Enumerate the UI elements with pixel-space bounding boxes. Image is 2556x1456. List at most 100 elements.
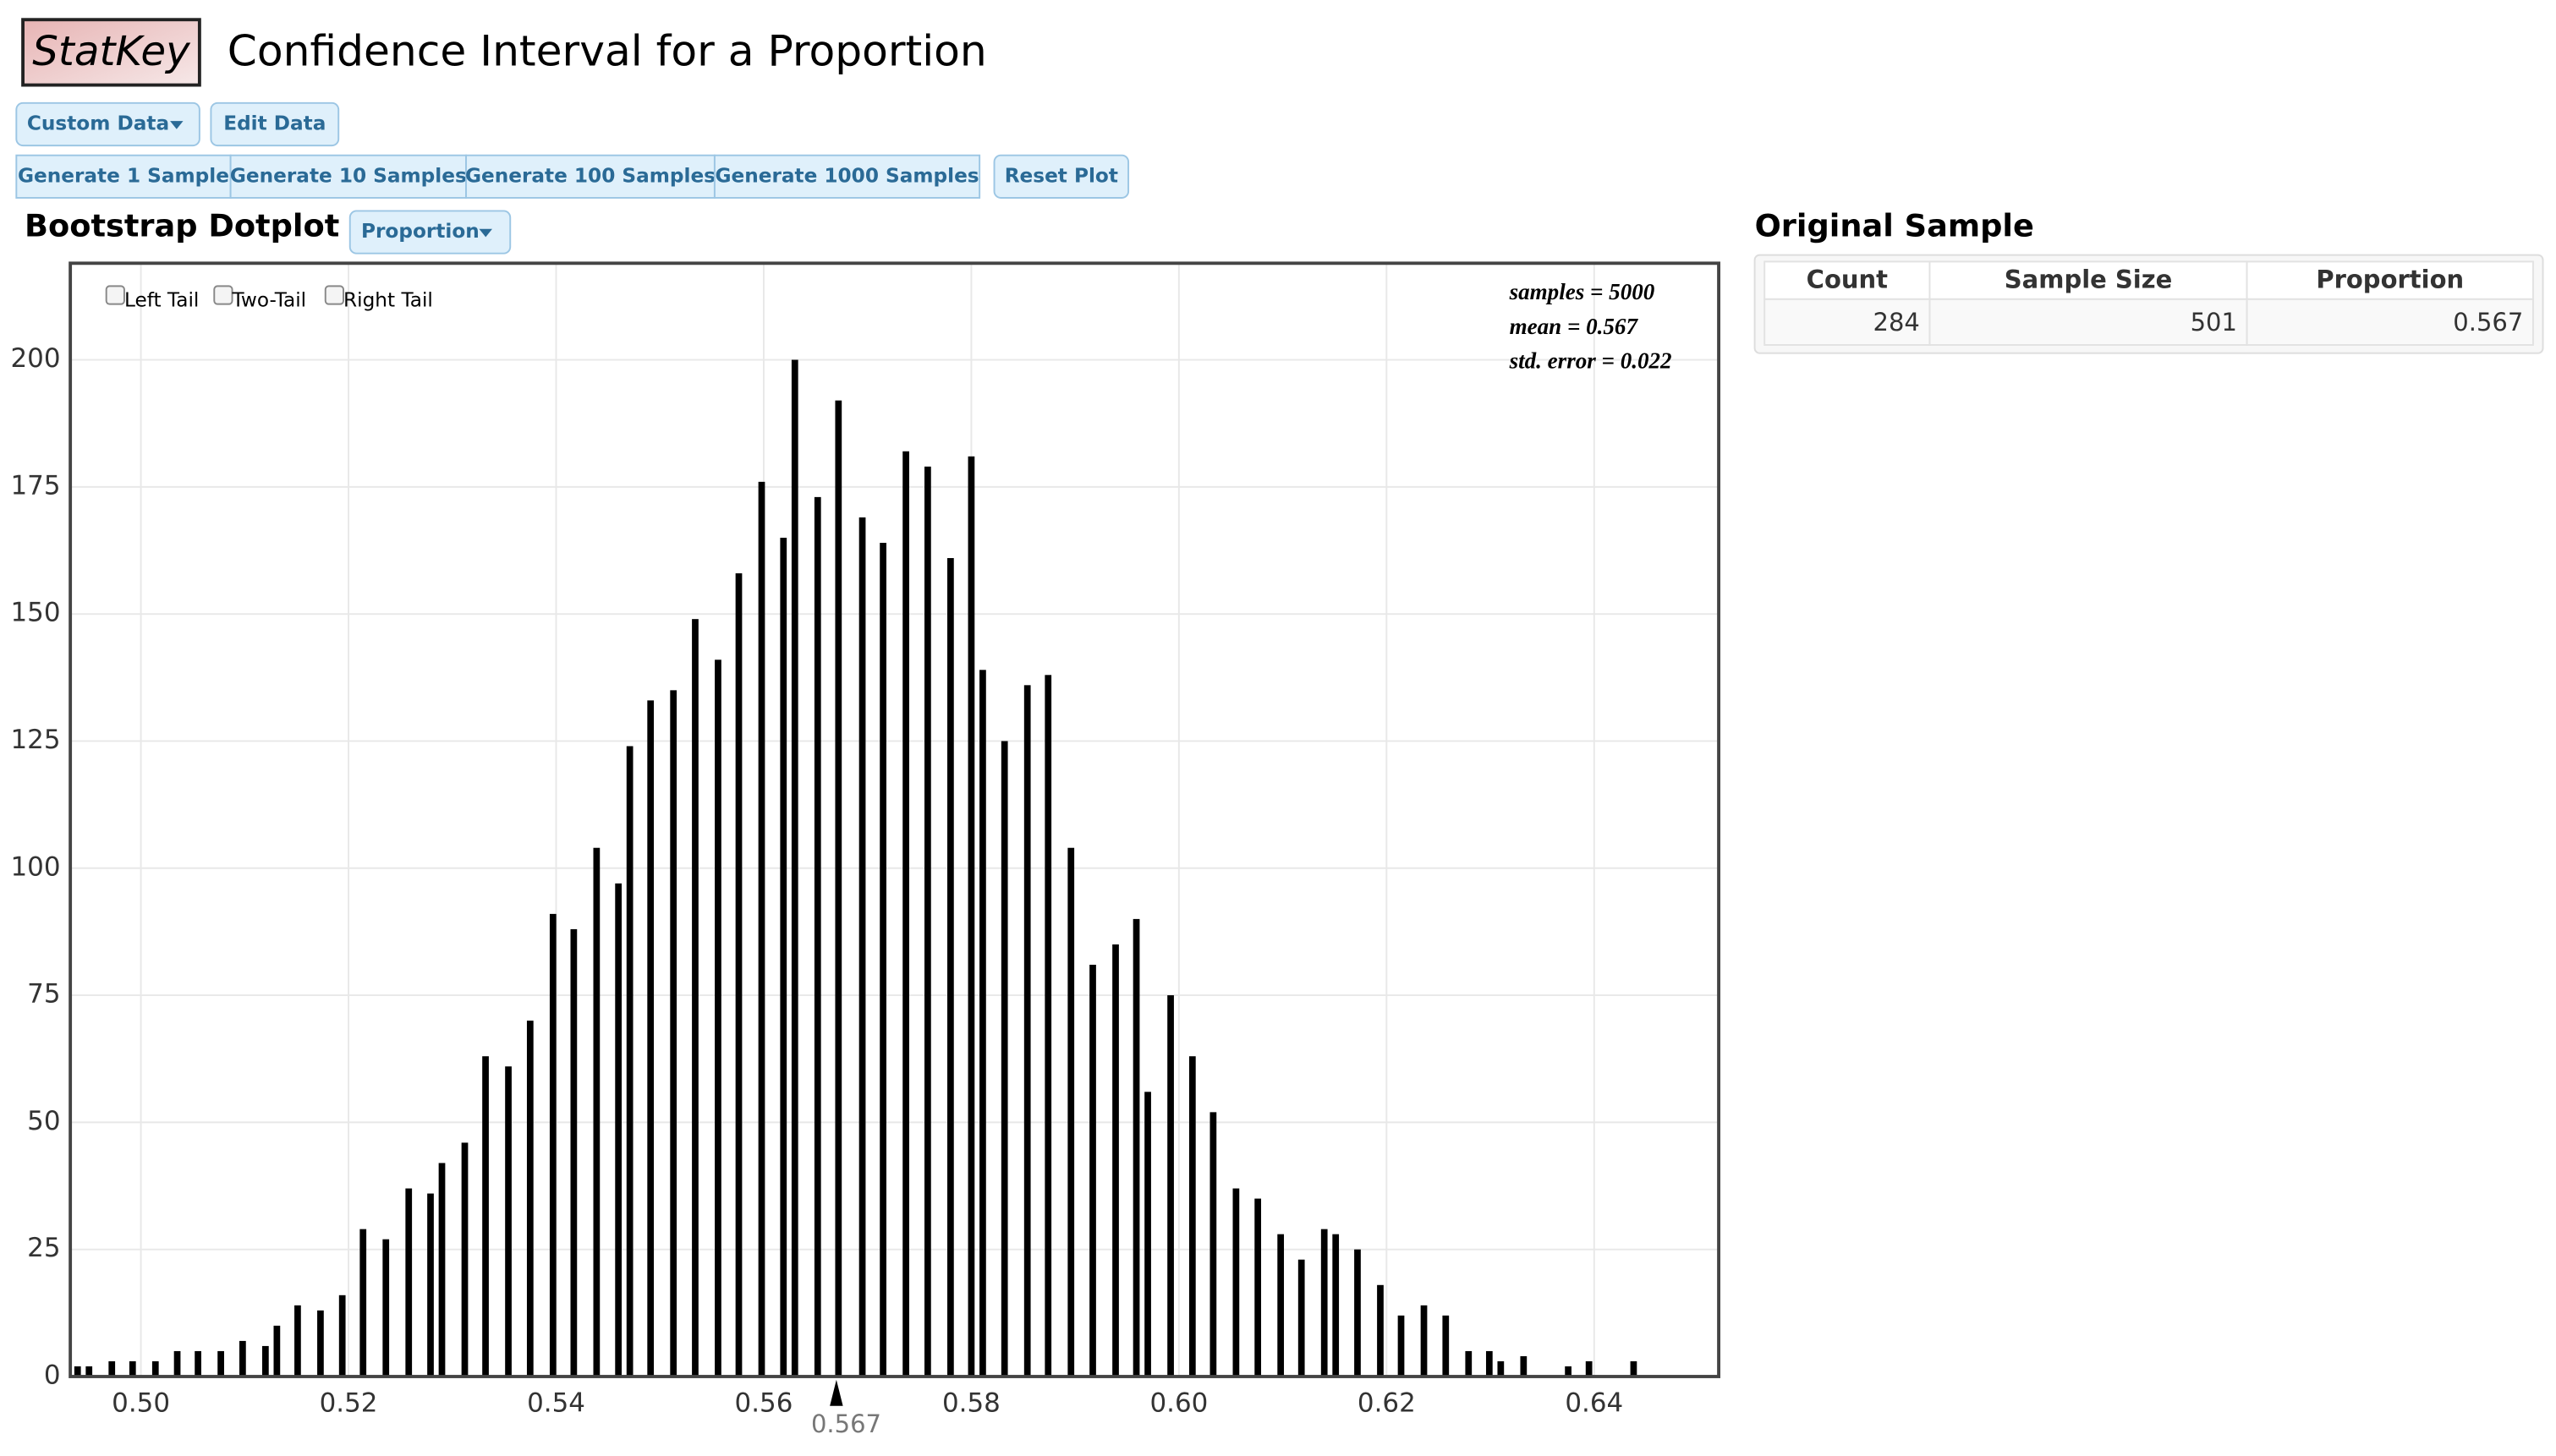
- dot-column: [239, 1340, 246, 1377]
- dot-column: [1188, 1056, 1196, 1377]
- dot-column: [924, 466, 931, 1377]
- dot-column: [1442, 1315, 1450, 1377]
- y-tick-label: 175: [11, 470, 61, 501]
- dot-column: [1630, 1360, 1637, 1377]
- y-tick-label: 150: [11, 598, 61, 628]
- y-tick-label: 25: [27, 1233, 60, 1263]
- dot-column: [758, 481, 765, 1377]
- x-tick-label: 0.62: [1358, 1388, 1416, 1418]
- dot-column: [1420, 1305, 1428, 1377]
- y-tick-label: 125: [11, 725, 61, 755]
- dot-column: [108, 1360, 116, 1377]
- dot-column: [1377, 1284, 1384, 1377]
- dot-column: [626, 746, 634, 1377]
- checkbox-label[interactable]: Two-Tail: [232, 288, 307, 311]
- checkbox-label[interactable]: Right Tail: [343, 288, 433, 311]
- y-tick-label: 100: [11, 851, 61, 882]
- button-label[interactable]: Generate 100 Samples: [465, 164, 716, 187]
- stat-text: mean = 0.567: [1510, 314, 1639, 339]
- x-tick-label: 0.56: [735, 1388, 793, 1418]
- column-header: Proportion: [2316, 265, 2464, 294]
- plot-area: [70, 263, 1720, 1377]
- dot-column: [482, 1056, 489, 1377]
- button-label[interactable]: Generate 10 Samples: [230, 164, 467, 187]
- checkbox-label[interactable]: Left Tail: [124, 288, 199, 311]
- x-tick-label: 0.58: [942, 1388, 1001, 1418]
- logo[interactable]: StatKey: [32, 28, 191, 75]
- dot-column: [173, 1350, 181, 1377]
- button[interactable]: [229, 154, 468, 199]
- caret[interactable]: [170, 121, 184, 129]
- checkbox[interactable]: [324, 285, 344, 305]
- dot-column: [735, 573, 743, 1377]
- dot-column: [1209, 1112, 1217, 1377]
- button[interactable]: [15, 101, 200, 147]
- dot-column: [780, 537, 787, 1377]
- dot-column: [1497, 1360, 1505, 1377]
- button[interactable]: [993, 154, 1130, 199]
- x-tick-label: 0.50: [112, 1388, 170, 1418]
- table-title: Original Sample: [1755, 207, 2034, 244]
- dot-column: [1397, 1315, 1405, 1377]
- column-header: Sample Size: [2005, 265, 2173, 294]
- dot-column: [1112, 944, 1119, 1377]
- x-tick-label: 0.54: [527, 1388, 585, 1418]
- logo-box[interactable]: [21, 18, 201, 87]
- dot-column: [1354, 1249, 1361, 1377]
- y-tick-label: 0: [44, 1360, 61, 1391]
- dot-column: [968, 456, 975, 1377]
- dot-column: [979, 670, 986, 1377]
- dot-column: [1023, 685, 1031, 1377]
- dot-column: [1520, 1355, 1528, 1377]
- dot-column: [880, 542, 886, 1377]
- dot-column: [670, 690, 677, 1377]
- button[interactable]: [465, 154, 716, 199]
- dot-column: [1167, 995, 1174, 1377]
- dot-column: [294, 1305, 301, 1377]
- dot-column: [438, 1163, 446, 1377]
- dot-column: [1320, 1229, 1328, 1377]
- dot-column: [1585, 1360, 1593, 1377]
- dropdown-label[interactable]: Proportion: [361, 220, 480, 243]
- dot-column: [1144, 1092, 1151, 1377]
- dot-column: [692, 619, 699, 1377]
- dot-column: [427, 1193, 434, 1377]
- checkbox[interactable]: [213, 285, 233, 305]
- button-label[interactable]: Generate 1 Sample: [18, 164, 229, 187]
- dot-column: [273, 1325, 281, 1377]
- button-label[interactable]: Edit Data: [223, 112, 326, 134]
- dot-column: [1001, 741, 1008, 1377]
- dropdown[interactable]: [348, 210, 512, 255]
- dot-column: [549, 913, 557, 1377]
- dot-column: [1277, 1234, 1285, 1377]
- button-label[interactable]: Custom Data: [27, 112, 169, 134]
- button-label[interactable]: Generate 1000 Samples: [715, 164, 979, 187]
- dot-column: [217, 1350, 224, 1377]
- button[interactable]: [713, 154, 981, 199]
- button[interactable]: [210, 101, 340, 147]
- dot-column: [593, 847, 601, 1377]
- dot-column: [814, 496, 821, 1377]
- dot-column: [151, 1360, 159, 1377]
- dot-column: [791, 359, 798, 1377]
- button-label[interactable]: Reset Plot: [1005, 164, 1118, 187]
- cell-value: 0.567: [2453, 308, 2523, 337]
- dot-column: [1465, 1350, 1473, 1377]
- x-tick-label: 0.60: [1149, 1388, 1208, 1418]
- caret[interactable]: [479, 228, 492, 238]
- checkbox[interactable]: [105, 285, 125, 305]
- dot-column: [570, 928, 578, 1377]
- stat-text: std. error = 0.022: [1509, 348, 1672, 373]
- cell: [1763, 298, 1931, 346]
- plot-frame: [69, 261, 1721, 1378]
- dot-column: [74, 1366, 81, 1377]
- dot-column: [615, 883, 623, 1377]
- dot-column: [85, 1366, 93, 1377]
- dot-column: [1067, 847, 1075, 1377]
- dot-column: [317, 1310, 324, 1377]
- cell: [2246, 298, 2534, 346]
- dot-column: [129, 1360, 136, 1377]
- marker: [830, 1379, 843, 1406]
